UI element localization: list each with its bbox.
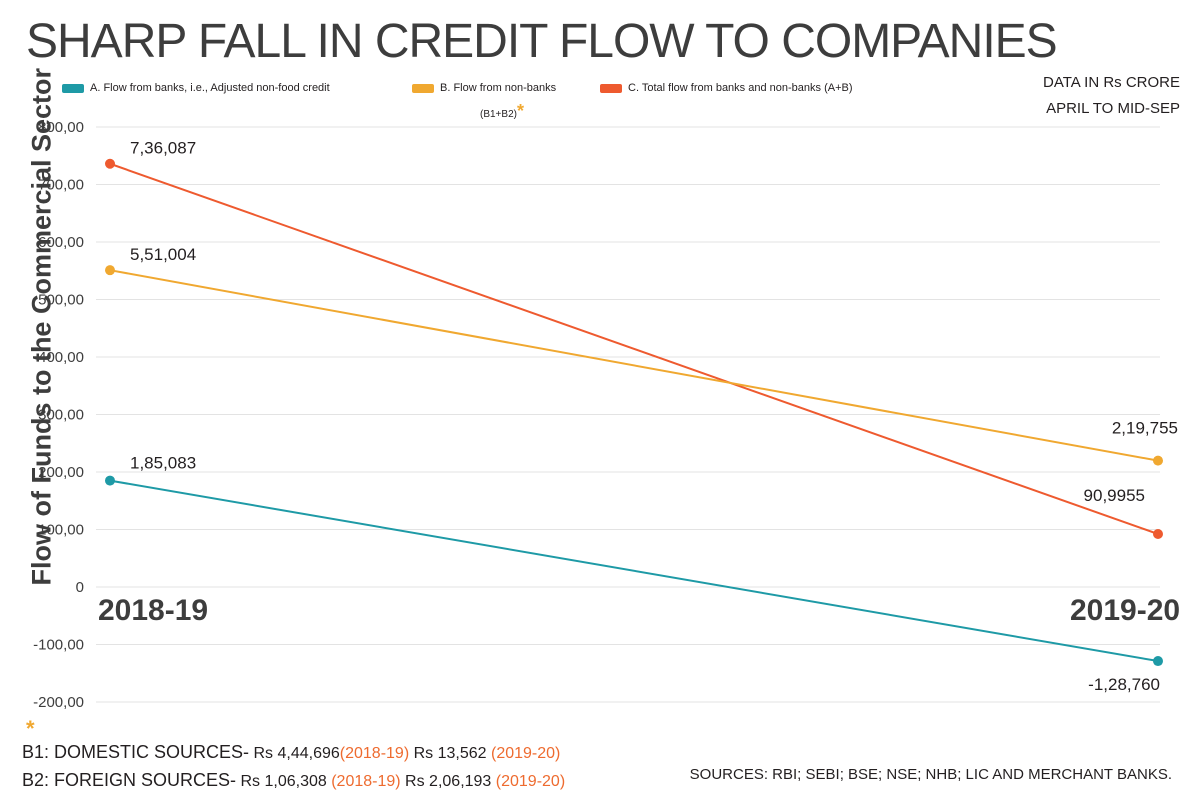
y-axis-label: Flow of Funds to the Commercial Sector (26, 67, 57, 586)
data-point-b (105, 265, 115, 276)
legend-asterisk: * (516, 101, 524, 121)
data-note: DATA IN Rs CRORE APRIL TO MID-SEP (1043, 70, 1180, 122)
y-tick-label: 300,00 (38, 407, 84, 424)
footnote-b2-year-2: (2019-20) (495, 773, 566, 790)
data-label-b: 2,19,755 (1112, 419, 1178, 438)
y-tick-label: 0 (76, 579, 84, 596)
y-tick-label: 600,00 (38, 234, 84, 251)
data-point-a (1153, 656, 1163, 667)
data-label-c: 90,9955 (1084, 486, 1145, 505)
data-point-c (1153, 529, 1163, 539)
y-tick-label: -200,00 (33, 694, 84, 711)
legend-label-b: B. Flow from non-banks (440, 82, 557, 94)
footnote-b2-label: B2: FOREIGN SOURCES- (22, 770, 237, 790)
legend-swatch-a (62, 83, 84, 93)
footnote-b1-year-1: (2018-19) (339, 745, 410, 762)
legend-item-c: C. Total flow from banks and non-banks (… (600, 82, 853, 94)
chart-title: SHARP FALL IN CREDIT FLOW TO COMPANIES (26, 15, 1058, 68)
data-label-b: 5,51,004 (130, 245, 196, 264)
legend-swatch-b (412, 83, 434, 93)
series-line-a (109, 479, 1159, 663)
data-point-c (105, 158, 115, 169)
legend-item-b: B. Flow from non-banks (B1+B2)* (412, 82, 557, 121)
footnote-asterisk: * (26, 716, 35, 741)
data-label-c: 7,36,087 (130, 139, 196, 158)
y-tick-label: 500,00 (38, 292, 84, 309)
data-label-a: -1,28,760 (1088, 675, 1160, 694)
legend-label-a: A. Flow from banks, i.e., Adjusted non-f… (90, 82, 330, 94)
legend-item-a: A. Flow from banks, i.e., Adjusted non-f… (62, 82, 330, 94)
y-tick-label: 700,00 (38, 177, 84, 194)
legend-sub-b-label: (B1+B2) (480, 109, 517, 120)
footnote-b1-year-2: (2019-20) (490, 745, 561, 762)
legend-label-c: C. Total flow from banks and non-banks (… (628, 82, 853, 94)
footnote-b2: B2: FOREIGN SOURCES- Rs 1,06,308 (2018-1… (22, 770, 565, 791)
data-label-a: 1,85,083 (130, 454, 196, 473)
data-point-a (105, 475, 115, 486)
footnote-b2-year-1: (2018-19) (331, 773, 401, 790)
legend-swatch-c (600, 83, 622, 93)
series-line-b (109, 269, 1159, 462)
y-tick-label: 400,00 (38, 349, 84, 366)
data-unit-note: DATA IN Rs CRORE (1043, 74, 1180, 91)
footnote-b1-value-2: Rs 13,562 (413, 745, 487, 762)
series-line-c (109, 162, 1159, 535)
footnote-b1: B1: DOMESTIC SOURCES- Rs 4,44,696(2018-1… (22, 742, 560, 763)
data-period-note: APRIL TO MID-SEP (1046, 100, 1180, 117)
footnote-b1-value-1: Rs 4,44,696 (253, 745, 340, 762)
legend-sub-b: (B1+B2)* (480, 101, 524, 122)
x-tick-label-2018-19: 2018-19 (98, 594, 209, 627)
y-tick-label: 100,00 (38, 522, 84, 539)
x-tick-label-2019-20: 2019-20 (1070, 594, 1181, 627)
y-tick-label: 200,00 (38, 464, 84, 481)
footnote-b1-label: B1: DOMESTIC SOURCES- (22, 742, 250, 762)
footnote-b2-value-1: Rs 1,06,308 (240, 773, 327, 790)
y-tick-label: 800,00 (38, 119, 84, 136)
sources-note: SOURCES: RBI; SEBI; BSE; NSE; NHB; LIC A… (689, 766, 1172, 783)
data-point-b (1153, 455, 1163, 466)
y-tick-label: -100,00 (33, 637, 84, 654)
footnote-b2-value-2: Rs 2,06,193 (405, 773, 492, 790)
